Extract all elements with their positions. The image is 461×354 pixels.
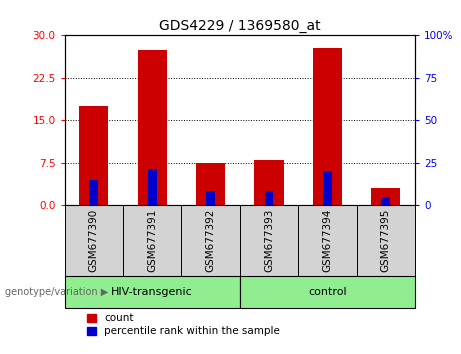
Bar xyxy=(265,191,273,205)
Bar xyxy=(196,163,225,205)
Text: GSM677393: GSM677393 xyxy=(264,209,274,273)
Bar xyxy=(206,191,215,205)
Legend: count, percentile rank within the sample: count, percentile rank within the sample xyxy=(87,313,280,336)
Bar xyxy=(381,197,390,205)
Bar xyxy=(371,188,400,205)
Bar xyxy=(148,169,156,205)
Text: control: control xyxy=(308,287,347,297)
Bar xyxy=(79,106,108,205)
Bar xyxy=(89,180,98,205)
Bar xyxy=(137,50,167,205)
Bar xyxy=(323,171,331,205)
Text: genotype/variation ▶: genotype/variation ▶ xyxy=(5,287,108,297)
Bar xyxy=(313,48,342,205)
Bar xyxy=(181,205,240,276)
Bar xyxy=(240,205,298,276)
Text: HIV-transgenic: HIV-transgenic xyxy=(111,287,193,297)
Text: GSM677394: GSM677394 xyxy=(322,209,332,273)
Text: GSM677395: GSM677395 xyxy=(381,209,391,273)
Title: GDS4229 / 1369580_at: GDS4229 / 1369580_at xyxy=(159,19,320,33)
Bar xyxy=(123,205,181,276)
Bar xyxy=(65,276,240,308)
Text: GSM677392: GSM677392 xyxy=(206,209,216,273)
Bar xyxy=(298,205,356,276)
Bar xyxy=(254,160,284,205)
Bar xyxy=(65,205,123,276)
Text: GSM677390: GSM677390 xyxy=(89,209,99,272)
Bar xyxy=(240,276,415,308)
Bar xyxy=(356,205,415,276)
Text: GSM677391: GSM677391 xyxy=(147,209,157,273)
